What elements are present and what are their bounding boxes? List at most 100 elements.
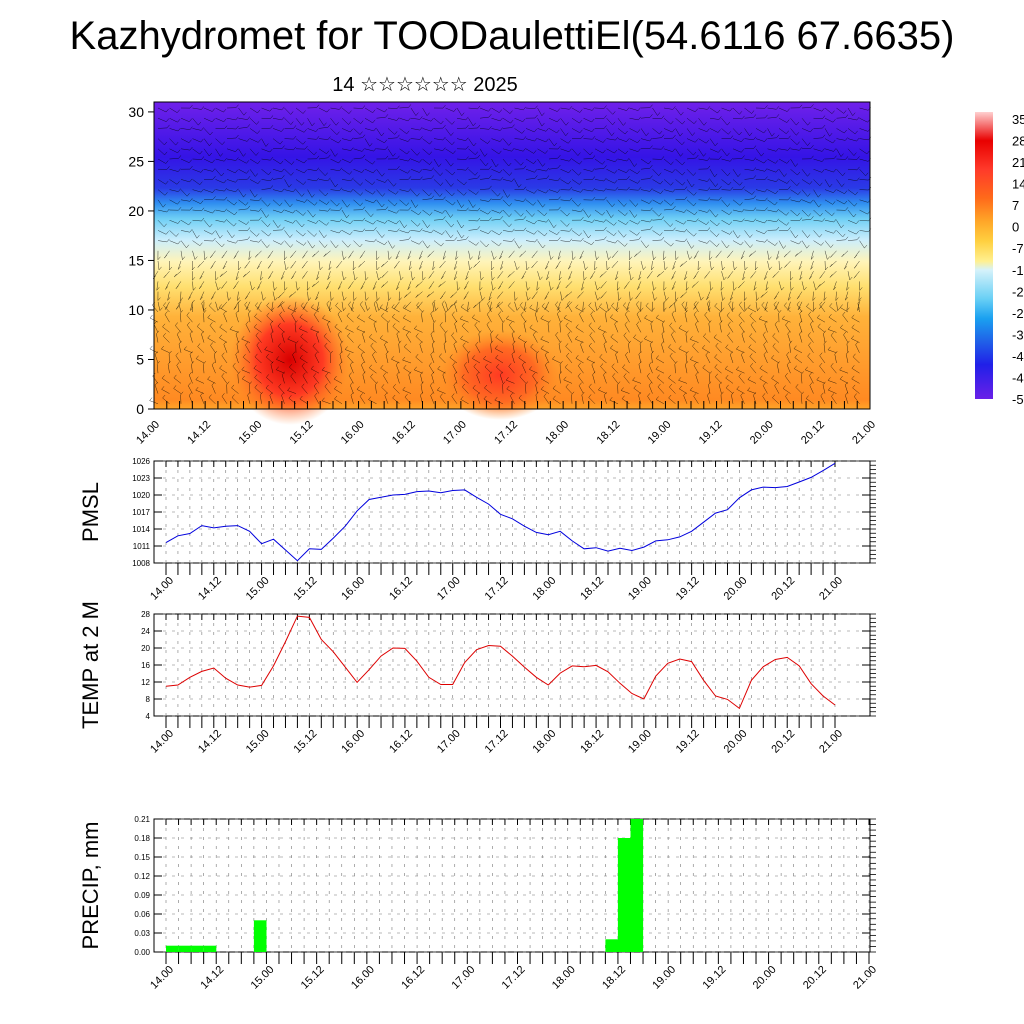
wind-barb <box>430 392 435 404</box>
wind-barb <box>169 107 180 114</box>
wind-barb <box>847 189 858 196</box>
wind-barb <box>805 395 814 405</box>
wind-barb <box>231 394 239 404</box>
wind-barb <box>583 187 596 192</box>
wind-barb <box>312 343 320 353</box>
wind-barb <box>594 115 607 119</box>
wind-barb <box>847 166 860 171</box>
wind-barb <box>831 393 837 404</box>
wind-barb <box>824 218 837 223</box>
wind-barb <box>337 310 343 323</box>
wind-barb <box>763 351 768 364</box>
wind-barb <box>192 138 204 143</box>
wind-barb <box>651 260 655 271</box>
x-tick-label: 18.12 <box>578 575 606 603</box>
wind-barb <box>407 250 412 260</box>
wind-barb <box>668 394 676 404</box>
wind-barb <box>523 340 527 353</box>
wind-barb <box>640 128 649 137</box>
wind-barb <box>565 322 573 333</box>
wind-barb <box>755 176 768 180</box>
wind-barb <box>647 393 653 404</box>
wind-barb <box>180 206 193 211</box>
wind-barb <box>537 128 549 132</box>
wind-barb <box>197 260 205 268</box>
wind-barb <box>192 217 205 222</box>
wind-barb <box>430 382 435 394</box>
wind-barb <box>772 343 780 353</box>
wind-barb <box>782 385 791 394</box>
wind-barb <box>387 189 399 195</box>
wind-barb <box>451 311 458 323</box>
wind-barb <box>535 381 539 394</box>
wind-barb <box>261 157 274 161</box>
wind-barb <box>318 177 331 182</box>
wind-barb <box>847 148 857 156</box>
wind-barb <box>532 372 538 384</box>
wind-barb <box>376 260 380 271</box>
wind-barb <box>456 137 469 141</box>
wind-barb <box>740 392 745 404</box>
wind-barb <box>445 148 456 155</box>
wind-barb <box>491 127 503 131</box>
wind-barb <box>824 117 836 123</box>
wind-barb <box>248 250 252 261</box>
wind-barb <box>609 314 619 323</box>
wind-barb <box>376 179 388 183</box>
wind-barb <box>433 124 446 129</box>
wind-barb <box>310 365 320 374</box>
wind-barb <box>853 271 860 279</box>
wind-barb <box>671 281 676 290</box>
wind-barb <box>633 385 642 394</box>
wind-barb <box>709 179 719 188</box>
wind-barb <box>652 134 665 139</box>
wind-barb <box>695 320 699 333</box>
wind-barb <box>571 135 584 139</box>
wind-barb <box>215 208 227 213</box>
wind-barb <box>180 158 192 164</box>
wind-barb <box>583 117 595 123</box>
wind-barb <box>750 321 757 333</box>
wind-barb <box>853 393 860 404</box>
wind-barb <box>594 148 606 154</box>
wind-barb <box>169 207 182 211</box>
wind-barb <box>489 301 493 312</box>
wind-barb <box>651 301 655 312</box>
wind-barb <box>738 373 745 384</box>
wind-barb <box>577 362 584 374</box>
wind-barb <box>376 155 389 160</box>
wind-barb <box>299 395 308 405</box>
wind-barb <box>744 260 748 271</box>
wind-barb <box>640 260 646 271</box>
wind-barb <box>537 240 546 249</box>
wind-barb <box>790 169 801 176</box>
wind-barb <box>606 128 615 137</box>
wind-barb <box>421 310 425 323</box>
wind-barb <box>742 271 746 281</box>
wind-barb <box>669 352 676 364</box>
wind-barb <box>272 199 283 207</box>
y-tick-label: 1020 <box>132 491 150 500</box>
wind-barb <box>732 230 741 239</box>
wind-barb <box>348 301 354 313</box>
wind-barb <box>433 196 446 201</box>
wind-barb <box>456 156 469 160</box>
wind-barb <box>709 107 721 114</box>
wind-barb <box>537 219 549 223</box>
wind-barb <box>221 250 228 259</box>
wind-barb <box>568 271 573 280</box>
wind-barb <box>502 220 512 228</box>
wind-barb <box>491 281 496 291</box>
wind-barb <box>725 374 734 384</box>
wind-barb <box>192 199 204 205</box>
wind-barb <box>721 209 732 216</box>
wind-barb <box>265 374 274 384</box>
wind-barb <box>479 113 492 119</box>
wind-barb <box>594 138 606 143</box>
wind-barb <box>514 216 527 221</box>
wind-barb <box>790 217 803 221</box>
wind-barb <box>594 209 605 216</box>
wind-barb <box>203 158 215 164</box>
wind-barb <box>468 148 478 156</box>
